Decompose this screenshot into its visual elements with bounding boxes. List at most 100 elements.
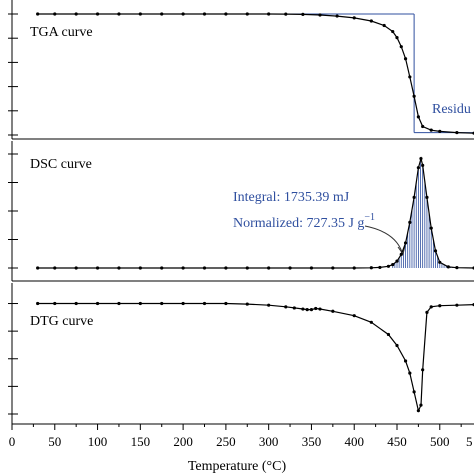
tga-data-point [318, 13, 322, 17]
tga-data-point [202, 12, 207, 16]
dtg-data-point [202, 301, 207, 306]
dsc-data-point [378, 265, 382, 270]
dtg-data-point [352, 314, 356, 318]
dsc-data-point [446, 265, 450, 269]
dsc-data-point [160, 266, 164, 270]
annotation-arrow [364, 225, 403, 253]
dtg-data-point [117, 301, 121, 306]
dsc-data-point [369, 266, 373, 270]
tga-data-point [245, 12, 249, 16]
dsc-data-point [425, 195, 429, 199]
x-axis-title: Temperature (°C) [188, 459, 287, 474]
dsc-data-point [74, 266, 78, 270]
dtg-data-point [331, 309, 335, 313]
dsc-data-point [331, 266, 335, 270]
dtg-data-point [292, 306, 296, 310]
dtg-data-point [438, 304, 442, 308]
dtg-data-point [425, 310, 429, 314]
dsc-data-point [95, 266, 100, 270]
normalized-unit-superscript: −1 [364, 212, 375, 223]
dsc-data-point [138, 266, 142, 270]
dsc-data-point [181, 266, 185, 270]
dsc-data-point [395, 259, 399, 263]
x-tick-label: 150 [131, 434, 151, 449]
dtg-data-point [314, 306, 318, 311]
dsc-data-point [412, 195, 416, 199]
tga-data-point [369, 19, 373, 23]
tga-data-point [412, 94, 416, 98]
dsc-data-point [224, 266, 228, 270]
dsc-data-point [391, 262, 395, 267]
x-tick-label: 300 [259, 434, 279, 449]
dtg-data-point [429, 305, 433, 309]
tga-data-point [36, 12, 40, 16]
dsc-data-point [202, 266, 207, 270]
x-tick-label: 400 [344, 434, 364, 449]
tga-data-point [408, 75, 412, 79]
dtg-data-point [53, 301, 57, 306]
tga-data-point [399, 45, 403, 49]
dtg-data-point [74, 301, 78, 306]
dtg-data-point [416, 409, 420, 413]
tga-data-point [403, 57, 408, 61]
dtg-data-point [309, 308, 314, 312]
normalized-text: Normalized: 727.35 J g [233, 216, 364, 231]
tga-data-point [335, 14, 339, 18]
dtg-data-point [408, 371, 412, 375]
tga-data-point [421, 124, 425, 129]
tga-data-point [395, 35, 399, 40]
dsc-data-point [245, 266, 249, 270]
dsc-data-point [117, 266, 121, 270]
dtg-data-point [284, 305, 288, 309]
tga-data-point [138, 12, 142, 16]
data-series [36, 12, 474, 413]
dtg-data-point [419, 403, 423, 407]
tga-data-point [416, 115, 420, 119]
dtg-data-point [267, 303, 271, 307]
dtg-data-point [369, 320, 373, 324]
dsc-curve-label: DSC curve [30, 157, 92, 172]
tga-data-point [382, 23, 386, 28]
tga-data-point [95, 12, 100, 16]
dtg-data-point [403, 359, 408, 363]
tga-data-point [352, 16, 356, 20]
tga-data-point [267, 12, 271, 16]
dtg-data-point [301, 307, 305, 311]
x-tick-label: 500 [430, 434, 450, 449]
dsc-data-point [403, 241, 408, 245]
tga-data-point [455, 130, 459, 135]
dsc-data-point [433, 249, 438, 253]
dsc-series-line [37, 156, 474, 269]
dtg-data-point [245, 302, 249, 306]
dtg-data-point [395, 343, 399, 348]
dtg-data-point [36, 301, 40, 306]
dtg-data-point [455, 303, 459, 307]
tga-data-point [429, 128, 433, 132]
dtg-data-point [318, 307, 322, 311]
tga-data-point [284, 12, 288, 16]
tga-data-point [181, 12, 185, 16]
dsc-data-point [288, 266, 292, 270]
annotations [268, 13, 474, 268]
dsc-data-point [419, 156, 423, 161]
tga-curve-label: TGA curve [30, 25, 93, 40]
dsc-data-point [53, 266, 57, 270]
dsc-data-point [267, 266, 271, 270]
dtg-data-point [160, 301, 164, 306]
dtg-data-point [181, 301, 185, 306]
dsc-data-point [352, 266, 356, 270]
x-tick-label-partial: 5 [466, 434, 473, 449]
tga-data-point [391, 29, 395, 34]
x-tick-label: 50 [48, 434, 61, 449]
dtg-data-point [138, 301, 142, 306]
x-tick-label: 350 [302, 434, 322, 449]
axis-ticks: 0 50 100 150 200 250 300 350 400 450 500 5 [8, 13, 473, 449]
tga-data-point [224, 12, 228, 16]
dsc-data-point [408, 220, 412, 224]
dtg-data-point [224, 301, 228, 306]
dsc-data-point [399, 252, 403, 256]
x-tick-label: 0 [9, 434, 16, 449]
tga-data-point [53, 12, 57, 16]
x-tick-label: 250 [216, 434, 236, 449]
